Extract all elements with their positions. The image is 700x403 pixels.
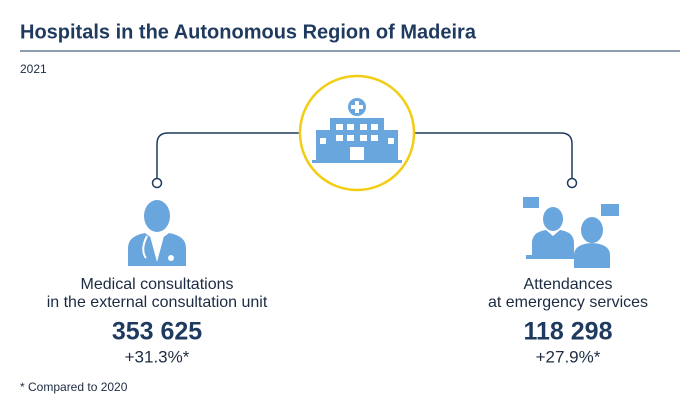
title: Hospitals in the Autonomous Region of Ma… [20,21,477,43]
item-label: Medical consultations [81,276,234,293]
footnote: * Compared to 2020 [20,380,128,394]
doctor-icon [128,200,186,266]
connectors [151,132,578,189]
item-change: +27.9%* [536,347,601,366]
item-value: 353 625 [112,318,202,346]
item-label: in the external consultation unit [47,294,268,311]
emergency-icon [523,197,619,268]
item-label: Attendances [524,276,613,293]
year: 2021 [20,62,47,76]
item-label: at emergency services [488,294,648,311]
hospital-icon [298,74,416,192]
item-change: +31.3%* [125,347,190,366]
item-value: 118 298 [524,318,613,346]
